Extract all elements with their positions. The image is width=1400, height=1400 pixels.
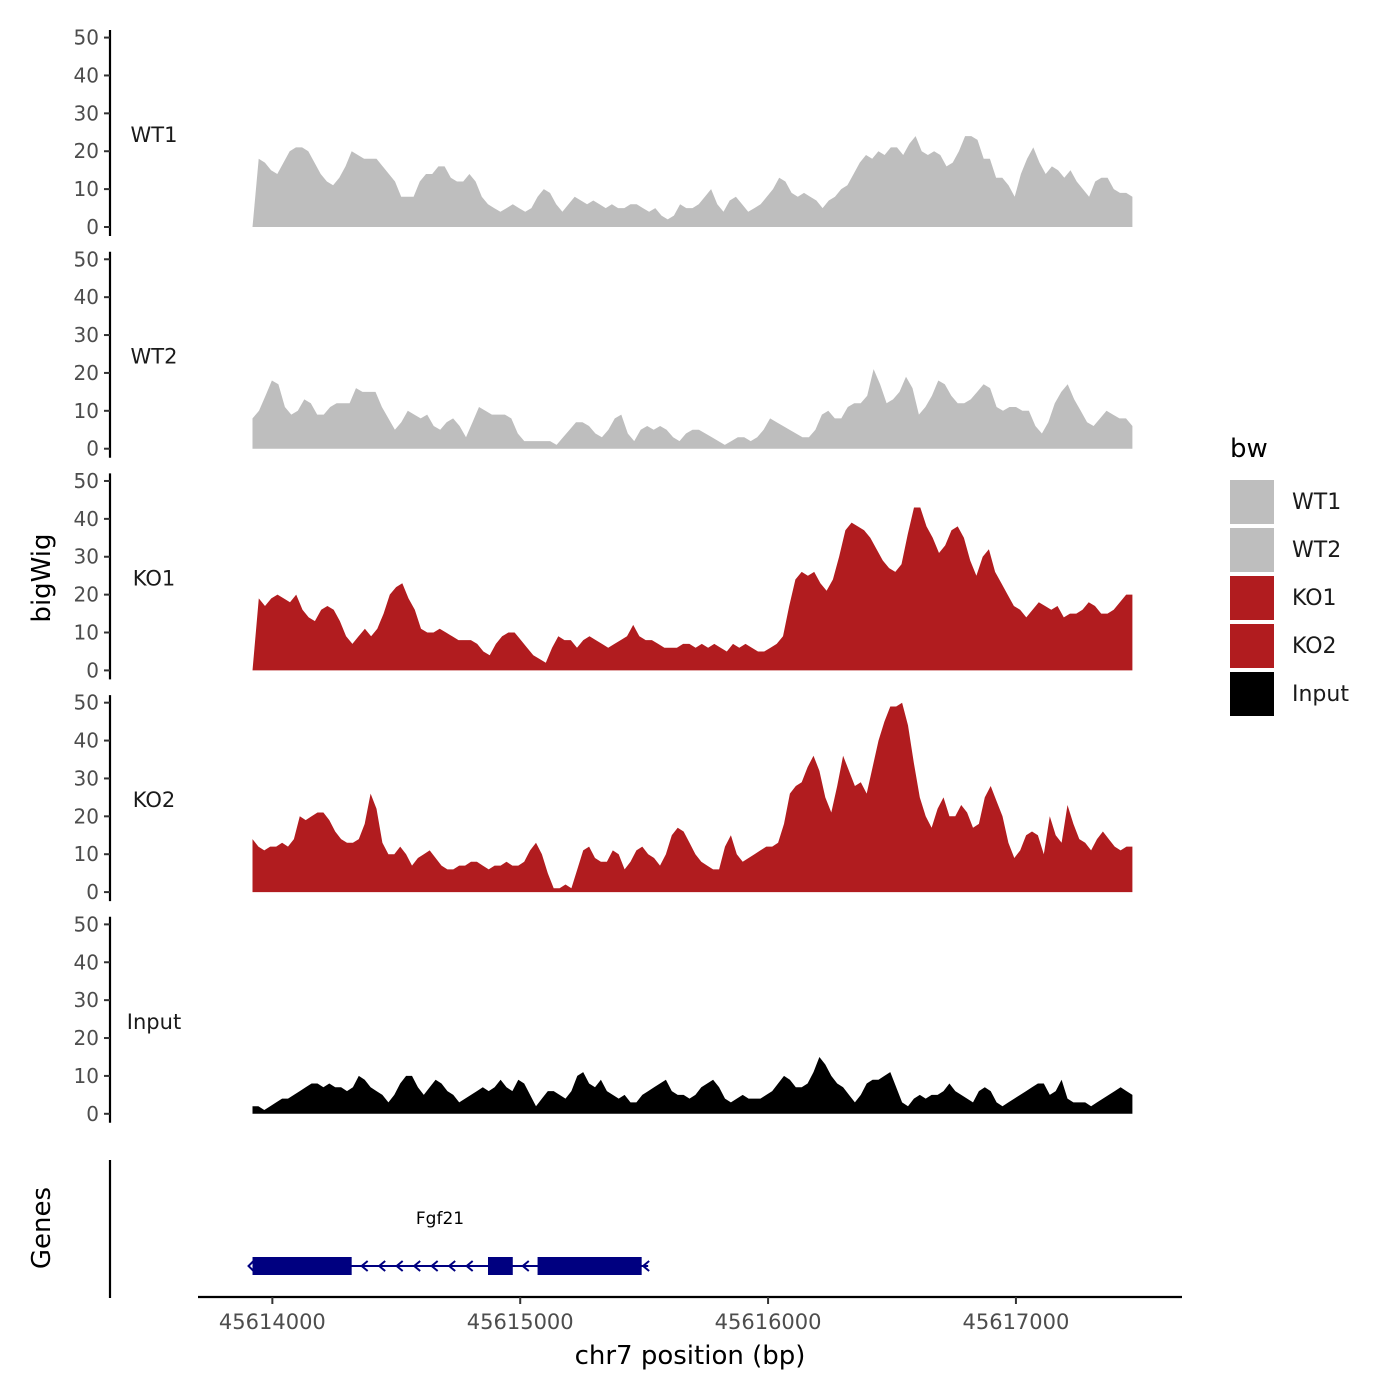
y-tick-label: 30 — [74, 323, 99, 347]
signal-area-ko2 — [252, 702, 1133, 893]
y-tick-label: 10 — [74, 177, 99, 201]
track-label: WT1 — [131, 123, 178, 147]
legend-label: KO1 — [1292, 585, 1337, 611]
y-tick-label: 20 — [74, 804, 99, 828]
strand-chevron — [412, 1260, 421, 1272]
strand-chevron — [430, 1260, 439, 1272]
track-ko2: 0 10 20 30 40 50 KO2 — [74, 691, 1133, 904]
y-tick-label: 20 — [74, 583, 99, 607]
signal-area-wt2 — [252, 369, 1133, 449]
strand-chevron — [641, 1260, 650, 1272]
y-tick-label: 20 — [74, 139, 99, 163]
y-tick-label: 40 — [74, 729, 99, 753]
y-tick-label: 50 — [74, 247, 99, 271]
strand-chevron — [395, 1260, 404, 1272]
x-axis: 45614000 45615000 45616000 45617000 — [198, 1295, 1182, 1334]
x-tick-label: 45617000 — [962, 1310, 1069, 1334]
x-axis-label: chr7 position (bp) — [575, 1341, 806, 1371]
track-label: WT2 — [131, 345, 178, 369]
y-tick-label: 30 — [74, 545, 99, 569]
legend-swatch — [1230, 528, 1274, 572]
legend-label: WT2 — [1292, 537, 1342, 563]
y-tick-label: 0 — [86, 437, 99, 461]
strand-chevron — [521, 1260, 530, 1272]
legend-swatch — [1230, 480, 1274, 524]
legend: bw WT1 WT2 KO1 KO2 Input — [1230, 434, 1349, 718]
track-label: Input — [127, 1010, 181, 1034]
strand-chevron — [247, 1260, 255, 1272]
y-tick-label: 40 — [74, 507, 99, 531]
legend-title: bw — [1230, 434, 1268, 464]
x-tick-label: 45615000 — [467, 1310, 574, 1334]
y-tick-label: 0 — [86, 658, 99, 682]
legend-label: WT1 — [1292, 489, 1342, 515]
legend-swatch — [1230, 672, 1274, 716]
strand-chevron — [465, 1260, 474, 1272]
legend-items: WT1 WT2 KO1 KO2 Input — [1230, 478, 1349, 718]
strand-chevron — [360, 1260, 369, 1272]
y-tick-label: 10 — [74, 399, 99, 423]
y-tick-label: 50 — [74, 26, 99, 50]
gene-exon — [252, 1257, 352, 1275]
track-label: KO1 — [133, 566, 176, 590]
gene-name-label: Fgf21 — [416, 1209, 464, 1229]
x-tick-label: 45614000 — [219, 1310, 326, 1334]
y-tick-label: 10 — [74, 621, 99, 645]
track-input: 0 10 20 30 40 50 Input — [74, 912, 1133, 1126]
y-tick-label: 10 — [74, 842, 99, 866]
legend-item-wt1: WT1 — [1230, 478, 1349, 526]
y-tick-label: 0 — [86, 1102, 99, 1126]
y-tick-label: 40 — [74, 950, 99, 974]
legend-swatch — [1230, 576, 1274, 620]
genes-track: Fgf21 — [108, 1160, 650, 1298]
y-tick-label: 0 — [86, 215, 99, 239]
legend-item-ko2: KO2 — [1230, 622, 1349, 670]
tracks-layer: 0 10 20 30 40 50 WT1 0 10 20 30 40 50 WT2 0 10 20 30 40 50 K… — [74, 26, 1133, 1126]
track-label: KO2 — [133, 788, 176, 812]
legend-label: KO2 — [1292, 633, 1337, 659]
strand-chevron — [377, 1260, 386, 1272]
y-tick-label: 30 — [74, 101, 99, 125]
legend-item-input: Input — [1230, 670, 1349, 718]
track-wt2: 0 10 20 30 40 50 WT2 — [74, 247, 1133, 461]
y-tick-label: 50 — [74, 691, 99, 715]
y-axis-label: bigWig — [27, 533, 57, 622]
y-tick-label: 0 — [86, 880, 99, 904]
y-tick-label: 20 — [74, 361, 99, 385]
signal-area-wt1 — [252, 136, 1133, 227]
y-tick-label: 10 — [74, 1064, 99, 1088]
legend-label: Input — [1292, 681, 1349, 707]
y-tick-label: 20 — [74, 1026, 99, 1050]
y-tick-label: 50 — [74, 469, 99, 493]
y-tick-label: 30 — [74, 766, 99, 790]
track-ko1: 0 10 20 30 40 50 KO1 — [74, 469, 1133, 682]
gene-exon — [537, 1257, 642, 1275]
signal-area-input — [252, 1057, 1133, 1114]
signal-area-ko1 — [252, 507, 1133, 671]
y-tick-label: 50 — [74, 912, 99, 936]
genes-track-label: Genes — [27, 1187, 57, 1269]
gene-exon — [487, 1257, 513, 1275]
track-wt1: 0 10 20 30 40 50 WT1 — [74, 26, 1133, 239]
y-tick-label: 30 — [74, 988, 99, 1012]
y-tick-label: 40 — [74, 63, 99, 87]
y-tick-label: 40 — [74, 285, 99, 309]
x-tick-label: 45616000 — [715, 1310, 822, 1334]
legend-swatch — [1230, 624, 1274, 668]
strand-chevron — [447, 1260, 456, 1272]
legend-item-wt2: WT2 — [1230, 526, 1349, 574]
legend-item-ko1: KO1 — [1230, 574, 1349, 622]
